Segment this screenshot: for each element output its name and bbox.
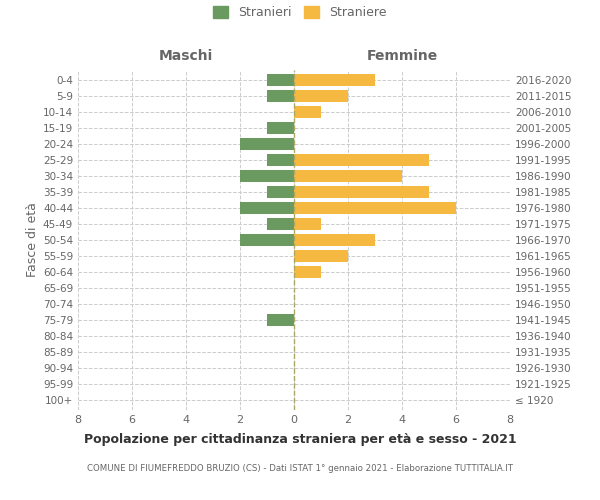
Bar bbox=[267, 74, 294, 86]
Text: COMUNE DI FIUMEFREDDO BRUZIO (CS) - Dati ISTAT 1° gennaio 2021 - Elaborazione TU: COMUNE DI FIUMEFREDDO BRUZIO (CS) - Dati… bbox=[87, 464, 513, 473]
Legend: Stranieri, Straniere: Stranieri, Straniere bbox=[208, 1, 392, 24]
Y-axis label: Fasce di età: Fasce di età bbox=[26, 202, 39, 278]
Bar bbox=[294, 202, 456, 214]
Bar bbox=[240, 202, 294, 214]
Bar bbox=[267, 186, 294, 198]
Bar bbox=[294, 106, 321, 118]
Bar bbox=[240, 170, 294, 182]
Bar bbox=[294, 266, 321, 278]
Bar bbox=[294, 154, 429, 166]
Bar bbox=[294, 74, 375, 86]
Bar bbox=[240, 234, 294, 246]
Bar bbox=[267, 90, 294, 102]
Bar bbox=[240, 138, 294, 150]
Bar bbox=[267, 314, 294, 326]
Bar bbox=[267, 122, 294, 134]
Bar bbox=[294, 234, 375, 246]
Text: Femmine: Femmine bbox=[367, 48, 437, 62]
Bar bbox=[267, 218, 294, 230]
Text: Popolazione per cittadinanza straniera per età e sesso - 2021: Popolazione per cittadinanza straniera p… bbox=[83, 432, 517, 446]
Bar bbox=[294, 170, 402, 182]
Bar bbox=[294, 218, 321, 230]
Bar bbox=[267, 154, 294, 166]
Bar bbox=[294, 250, 348, 262]
Text: Maschi: Maschi bbox=[159, 48, 213, 62]
Bar bbox=[294, 90, 348, 102]
Bar bbox=[294, 186, 429, 198]
